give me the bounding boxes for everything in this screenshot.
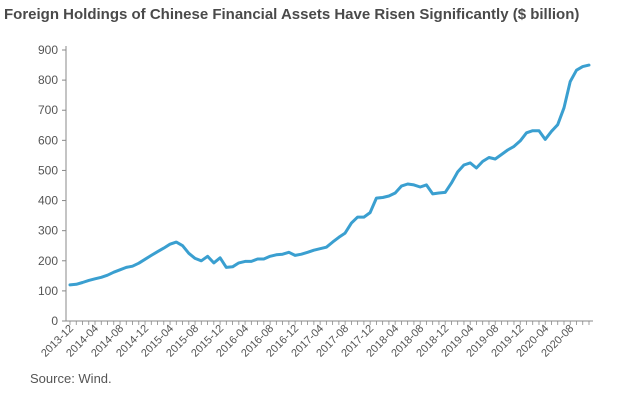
y-tick-label: 900 <box>38 43 58 57</box>
y-tick-label: 100 <box>38 284 58 298</box>
y-tick-label: 0 <box>51 314 58 328</box>
series-line <box>68 63 591 287</box>
y-tick-label: 200 <box>38 254 58 268</box>
y-tick-label: 600 <box>38 133 58 147</box>
y-tick-label: 800 <box>38 73 58 87</box>
source-note: Source: Wind. <box>30 371 112 386</box>
y-tick-label: 700 <box>38 103 58 117</box>
y-tick-label: 400 <box>38 194 58 208</box>
y-tick-label: 300 <box>38 224 58 238</box>
chart-title: Foreign Holdings of Chinese Financial As… <box>4 6 580 23</box>
y-tick-label: 500 <box>38 163 58 177</box>
